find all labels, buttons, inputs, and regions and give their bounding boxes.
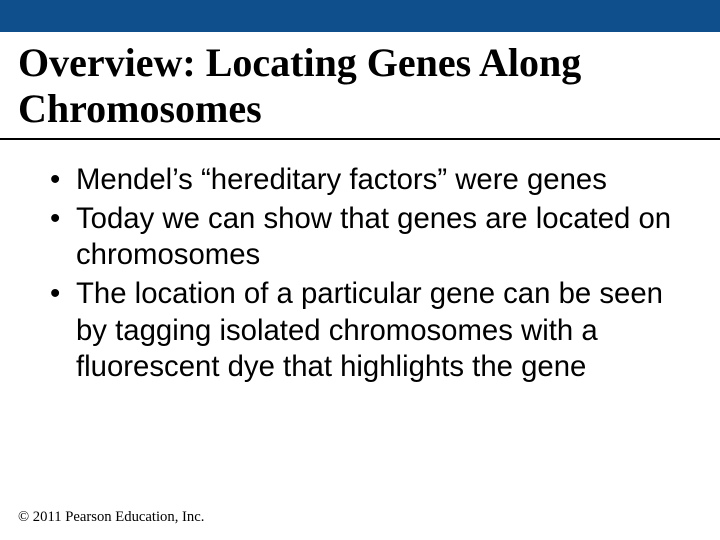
copyright-text: © 2011 Pearson Education, Inc. — [18, 509, 204, 526]
bullet-list: Mendel’s “hereditary factors” were genes… — [44, 162, 676, 386]
slide-body: Mendel’s “hereditary factors” were genes… — [0, 140, 720, 386]
top-accent-bar — [0, 0, 720, 32]
list-item: Mendel’s “hereditary factors” were genes — [44, 162, 676, 199]
slide-title: Overview: Locating Genes Along Chromosom… — [0, 32, 720, 140]
list-item: Today we can show that genes are located… — [44, 201, 676, 274]
list-item: The location of a particular gene can be… — [44, 276, 676, 386]
slide: Overview: Locating Genes Along Chromosom… — [0, 0, 720, 540]
